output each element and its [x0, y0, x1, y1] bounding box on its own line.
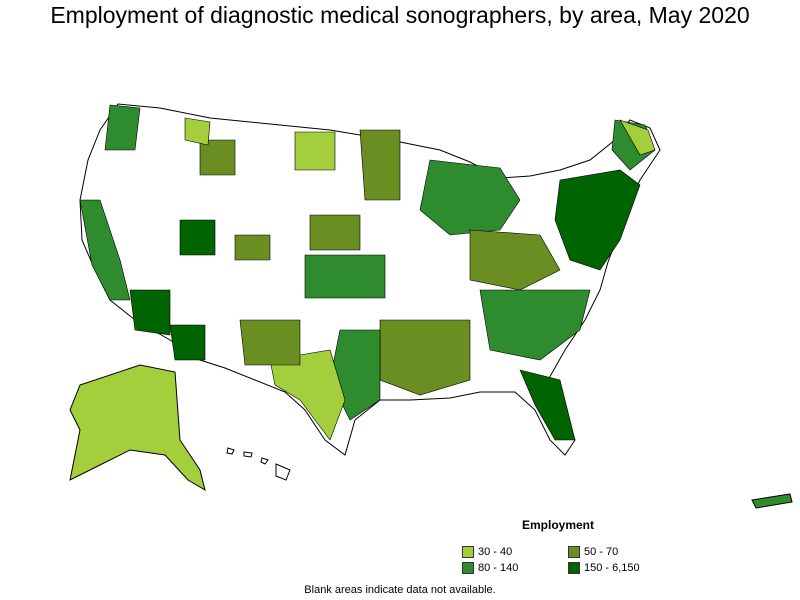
legend-item-150-6150: 150 - 6,150	[568, 562, 640, 574]
legend-label: 80 - 140	[478, 562, 519, 574]
legend-item-30-40: 30 - 40	[462, 546, 512, 558]
legend-label: 150 - 6,150	[584, 562, 640, 574]
blank-areas-note: Blank areas indicate data not available.	[304, 584, 496, 596]
legend-label: 50 - 70	[584, 546, 619, 558]
legend-label: 30 - 40	[478, 546, 513, 558]
legend-swatch	[568, 562, 580, 574]
alaska-outline	[69, 364, 206, 492]
puerto-rico-outline	[751, 493, 793, 509]
area-regions	[79, 104, 656, 441]
legend-item-50-70: 50 - 70	[568, 546, 618, 558]
legend-swatch	[462, 562, 474, 574]
legend-swatch	[568, 546, 580, 558]
legend-swatch	[462, 546, 474, 558]
legend-item-80-140: 80 - 140	[462, 562, 518, 574]
map-title: Employment of diagnostic medical sonogra…	[50, 2, 750, 28]
hawaii-islands	[226, 447, 291, 481]
legend-title: Employment	[522, 518, 595, 532]
